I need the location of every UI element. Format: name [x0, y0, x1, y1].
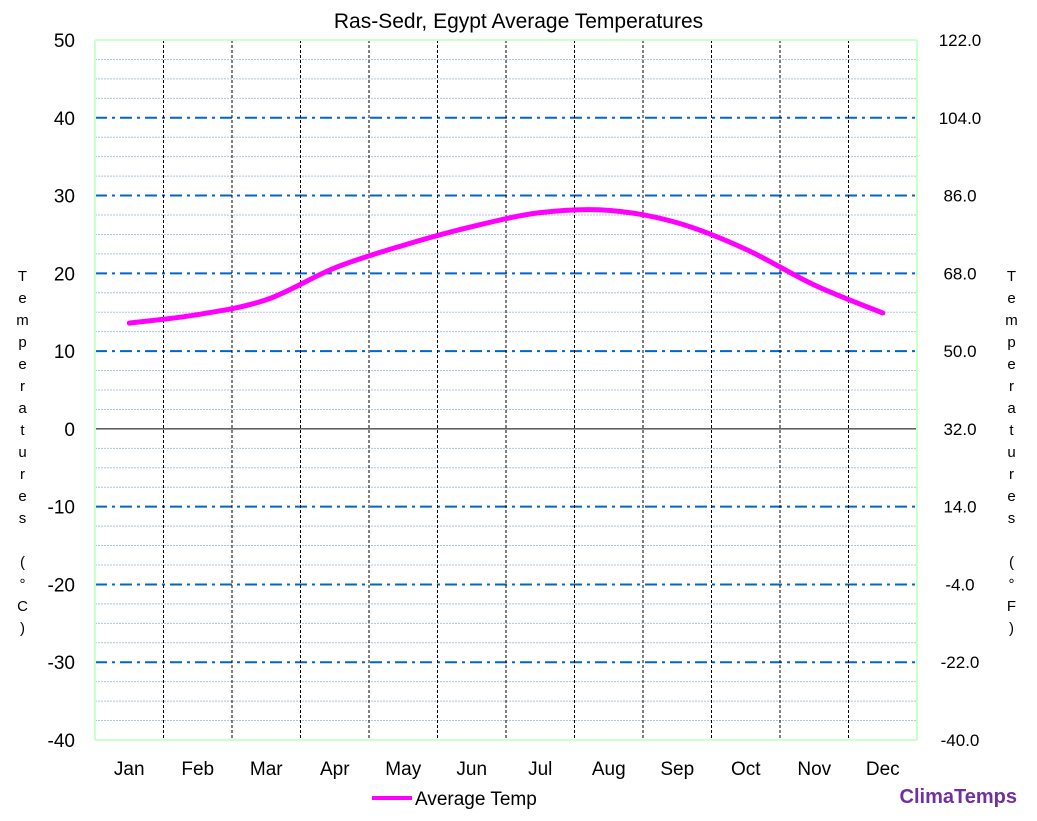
x-tick-label: May	[385, 759, 421, 780]
y-tick-label: -20	[48, 575, 75, 596]
y2-tick-label: 68.0	[943, 264, 976, 283]
y-axis-title: Temperatures (°C)	[14, 268, 31, 642]
x-tick-label: Aug	[592, 759, 626, 780]
y-tick-label: 0	[64, 420, 75, 441]
y-tick-label: 10	[54, 342, 75, 363]
x-tick-label: Feb	[181, 759, 214, 780]
y2-tick-label: 32.0	[943, 420, 976, 439]
y2-tick-label: 86.0	[943, 187, 976, 206]
x-tick-label: Jul	[528, 759, 552, 780]
legend-label: Average Temp	[415, 789, 537, 810]
y2-tick-label: 14.0	[943, 498, 976, 517]
y-tick-label: 20	[54, 264, 75, 285]
y2-tick-label: 50.0	[943, 342, 976, 361]
x-tick-label: Sep	[660, 759, 694, 780]
x-tick-label: Apr	[320, 759, 350, 780]
x-tick-label: Mar	[250, 759, 283, 780]
y-tick-label: -10	[48, 498, 75, 519]
y-tick-label: 30	[54, 187, 75, 208]
y2-tick-label: -22.0	[941, 653, 980, 672]
x-tick-label: Nov	[797, 759, 831, 780]
chart-title: Ras-Sedr, Egypt Average Temperatures	[333, 10, 704, 33]
y-tick-label: -40	[48, 731, 75, 752]
y2-tick-label: -40.0	[941, 731, 980, 750]
x-tick-label: Jun	[456, 759, 487, 780]
y-tick-label: 50	[54, 31, 75, 52]
x-tick-label: Oct	[731, 759, 761, 780]
series-line-average-temp	[126, 207, 886, 326]
y-tick-label: -30	[48, 653, 75, 674]
brand-logo: ClimaTemps	[899, 786, 1017, 808]
y-tick-label: 40	[54, 109, 75, 130]
x-tick-label: Dec	[866, 759, 900, 780]
y2-axis-title: Temperatures (°F)	[1003, 268, 1020, 642]
y2-tick-label: 122.0	[939, 31, 982, 50]
y2-tick-label: 104.0	[939, 109, 982, 128]
x-tick-label: Jan	[114, 759, 145, 780]
y2-tick-label: -4.0	[945, 575, 974, 594]
